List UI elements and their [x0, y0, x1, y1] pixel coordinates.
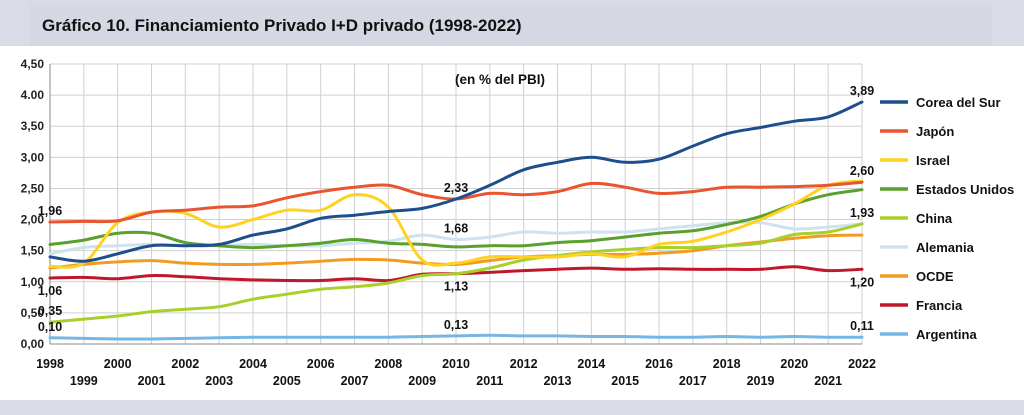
y-tick-label: 1,00 [21, 275, 45, 289]
x-tick-label: 2014 [577, 357, 605, 371]
data-label: 0,10 [38, 320, 62, 334]
y-tick-label: 1,50 [21, 244, 45, 258]
x-tick-label: 1999 [70, 374, 98, 388]
y-tick-label: 4.00 [21, 88, 45, 102]
data-label: 1,13 [444, 280, 468, 294]
x-tick-label: 2010 [442, 357, 470, 371]
x-tick-label: 2016 [645, 357, 673, 371]
series-line-estados-unidos [48, 188, 864, 250]
chart-panel: 0,00 0,50 1,00 1,50 2,00 2,50 3,00 3,50 4.00 4,50… [0, 46, 1024, 400]
data-label: 0,11 [850, 319, 874, 333]
data-label: 1,68 [444, 221, 468, 235]
data-label: 2,60 [850, 164, 874, 178]
legend-label-israel: Israel [916, 153, 950, 168]
chart-subtitle: (en % del PBI) [455, 72, 545, 87]
line-chart: 0,00 0,50 1,00 1,50 2,00 2,50 3,00 3,50 4.00 4,50… [21, 57, 1015, 388]
series-line-israel [48, 179, 864, 269]
data-label: 0,35 [38, 304, 62, 318]
y-tick-label: 2,50 [21, 181, 45, 195]
legend-label-estados-unidos: Estados Unidos [916, 182, 1014, 197]
y-tick-label: 2,00 [21, 213, 45, 227]
y-tick-label: 4,50 [21, 57, 45, 71]
x-tick-label: 2011 [476, 374, 503, 388]
chart-title-bar: Gráfico 10. Financiamiento Privado I+D p… [30, 4, 992, 46]
data-label: 1,96 [38, 204, 62, 218]
legend-label-china: China [916, 211, 953, 226]
x-tick-label: 1998 [36, 357, 64, 371]
x-tick-label: 2019 [747, 374, 775, 388]
y-tick-label: 3,00 [21, 150, 45, 164]
x-tick-label: 2003 [205, 374, 233, 388]
legend-label-jap-n: Japón [916, 124, 954, 139]
data-label: 2,33 [444, 181, 468, 195]
x-tick-label: 2008 [374, 357, 402, 371]
data-label: 1,20 [850, 275, 874, 289]
legend-label-ocde: OCDE [916, 269, 954, 284]
x-tick-label: 2018 [713, 357, 741, 371]
x-tick-label: 2022 [848, 357, 876, 371]
x-tick-label: 2001 [138, 374, 166, 388]
x-tick-label: 2004 [239, 357, 267, 371]
legend-label-alemania: Alemania [916, 240, 975, 255]
x-tick-label: 2002 [171, 357, 199, 371]
x-tick-label: 2021 [814, 374, 842, 388]
legend-label-corea-del-sur: Corea del Sur [916, 95, 1001, 110]
data-label: 0,13 [444, 318, 468, 332]
x-tick-label: 2007 [341, 374, 369, 388]
data-label: 1,06 [38, 284, 62, 298]
y-tick-label: 0,00 [21, 337, 45, 351]
x-tick-label: 2013 [544, 374, 572, 388]
legend-label-argentina: Argentina [916, 327, 977, 342]
x-tick-label: 2005 [273, 374, 301, 388]
x-tick-label: 2009 [408, 374, 436, 388]
legend-label-francia: Francia [916, 298, 963, 313]
series-line-corea-del-sur [48, 100, 864, 263]
y-tick-label: 3,50 [21, 119, 45, 133]
series-line-argentina [48, 333, 864, 341]
x-tick-label: 2012 [510, 357, 538, 371]
x-tick-label: 2015 [611, 374, 639, 388]
data-label: 1,93 [850, 206, 874, 220]
data-label: 3,89 [850, 84, 874, 98]
x-tick-label: 2017 [679, 374, 707, 388]
x-tick-label: 2020 [780, 357, 808, 371]
series-line-china [48, 222, 864, 324]
x-tick-label: 2000 [104, 357, 132, 371]
y-tick-label: 0,50 [21, 306, 45, 320]
x-tick-label: 2006 [307, 357, 335, 371]
chart-title: Gráfico 10. Financiamiento Privado I+D p… [42, 16, 522, 35]
